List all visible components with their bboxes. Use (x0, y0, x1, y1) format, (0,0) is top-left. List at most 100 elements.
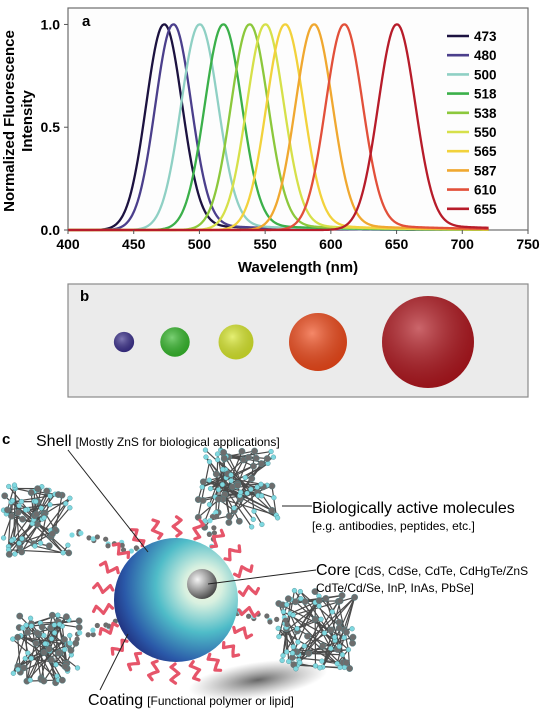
atom (65, 542, 71, 548)
chain-atom (209, 514, 216, 520)
atom (51, 622, 57, 628)
x-tick-label: 700 (451, 236, 475, 252)
atom (56, 621, 62, 627)
atom (206, 501, 213, 508)
atom (317, 665, 323, 671)
coating-ligand (150, 518, 164, 540)
atom (248, 486, 254, 492)
molecule-bond (8, 549, 69, 554)
atom (301, 643, 307, 649)
atom (199, 478, 207, 486)
molecule-bond (314, 618, 336, 638)
atom (225, 519, 233, 526)
atom (16, 612, 24, 620)
atom (9, 537, 15, 544)
coating-ligands (92, 515, 260, 685)
panel-a-label: a (82, 13, 91, 30)
atom (231, 505, 237, 511)
atom (16, 540, 22, 546)
atom (318, 616, 324, 622)
atom (346, 665, 354, 672)
molecule-bond (296, 596, 356, 653)
legend-label-550: 550 (474, 125, 497, 140)
atom (234, 482, 242, 489)
atom (43, 487, 51, 495)
atom (270, 454, 277, 460)
atom (220, 466, 226, 473)
atom (321, 630, 328, 636)
atom (349, 633, 357, 641)
series-line-655 (68, 23, 489, 232)
chain-atom (77, 630, 83, 636)
atom (75, 617, 83, 625)
coating-ligand (98, 560, 120, 575)
atom (33, 510, 40, 518)
atom (74, 665, 81, 671)
x-tick-label: 650 (385, 236, 409, 252)
atom (51, 630, 58, 636)
atom (276, 634, 282, 640)
coating-ligand (206, 652, 223, 672)
atom (9, 498, 16, 504)
coating-ligand (110, 638, 129, 656)
atom (67, 646, 75, 654)
atom (284, 602, 290, 608)
atom (62, 646, 68, 653)
atom (215, 457, 221, 463)
atom (65, 549, 73, 557)
molecule-bond (26, 624, 55, 682)
x-tick-label: 500 (188, 236, 212, 252)
chain-atom (74, 636, 80, 642)
x-tick-label: 750 (516, 236, 540, 252)
molecule-bond (3, 515, 13, 539)
atom (10, 670, 16, 676)
atom (67, 505, 73, 511)
atom (275, 625, 281, 631)
coating-ligand (111, 542, 131, 559)
atom (61, 636, 68, 643)
atom (315, 597, 323, 604)
bio-title: Biologically active molecules (312, 500, 515, 517)
legend-label-655: 655 (474, 202, 497, 217)
atom (284, 649, 290, 655)
atom (41, 632, 47, 639)
atom (249, 524, 255, 530)
atom (214, 451, 221, 457)
atom (238, 447, 246, 455)
plot-area (68, 23, 489, 232)
quantum-dot-shading (218, 324, 254, 360)
atom (32, 639, 40, 647)
atom (294, 625, 300, 632)
atom (23, 507, 29, 513)
atom (61, 663, 69, 670)
atom (215, 487, 222, 493)
atom (11, 482, 18, 488)
atom (293, 666, 299, 672)
atom (20, 625, 26, 631)
legend-label-538: 538 (474, 106, 497, 121)
atom (45, 542, 53, 550)
atom (297, 588, 303, 595)
atom (297, 660, 303, 666)
atom (6, 483, 12, 490)
chain-atom (211, 525, 217, 531)
atom (18, 548, 26, 556)
x-tick-label: 600 (319, 236, 343, 252)
atom (19, 515, 26, 523)
atom (235, 517, 243, 525)
atom (1, 492, 9, 500)
molecule-bond (277, 627, 294, 648)
atom (298, 596, 304, 602)
coating-ligand (221, 641, 241, 658)
atom (58, 676, 66, 684)
legend-label-500: 500 (474, 67, 497, 82)
chain-atom (120, 547, 127, 553)
atom (38, 623, 46, 631)
chain-atom (128, 548, 135, 554)
atom (238, 489, 244, 495)
atom (292, 598, 299, 606)
atom (206, 477, 212, 483)
atom (335, 618, 343, 626)
atom (37, 540, 44, 546)
atom (268, 506, 276, 514)
